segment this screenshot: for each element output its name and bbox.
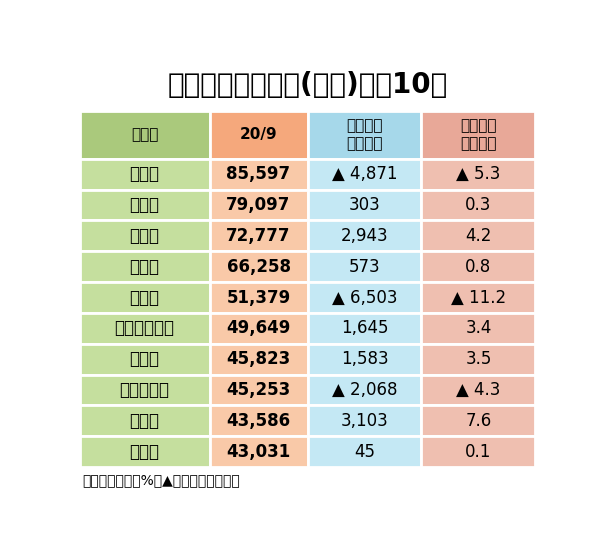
Text: ▲ 6,503: ▲ 6,503 [332,289,397,306]
FancyBboxPatch shape [308,406,421,436]
FancyBboxPatch shape [308,111,421,159]
FancyBboxPatch shape [421,251,535,282]
FancyBboxPatch shape [209,282,308,313]
FancyBboxPatch shape [421,282,535,313]
Text: 前年同期
比増減率: 前年同期 比増減率 [460,118,497,152]
Text: 0.3: 0.3 [465,196,491,214]
FancyBboxPatch shape [209,111,308,159]
Text: 72,777: 72,777 [226,227,291,245]
FancyBboxPatch shape [421,344,535,375]
Text: 43,031: 43,031 [226,442,290,461]
Text: 79,097: 79,097 [226,196,290,214]
FancyBboxPatch shape [421,220,535,251]
Text: 3.5: 3.5 [465,350,491,368]
FancyBboxPatch shape [308,282,421,313]
Text: 静　岡: 静 岡 [130,227,160,245]
Text: 関西みらい: 関西みらい [119,381,170,399]
FancyBboxPatch shape [308,344,421,375]
FancyBboxPatch shape [80,436,209,467]
FancyBboxPatch shape [421,313,535,344]
Text: 20/9: 20/9 [239,127,277,142]
Text: 0.1: 0.1 [465,442,491,461]
FancyBboxPatch shape [209,344,308,375]
Text: 1,645: 1,645 [341,320,388,337]
Text: 千　葉: 千 葉 [130,196,160,214]
FancyBboxPatch shape [209,313,308,344]
Text: 303: 303 [349,196,380,214]
Text: 伊　予: 伊 予 [130,412,160,430]
Text: 福　岡: 福 岡 [130,258,160,276]
FancyBboxPatch shape [80,344,209,375]
FancyBboxPatch shape [209,251,308,282]
FancyBboxPatch shape [209,375,308,406]
FancyBboxPatch shape [421,406,535,436]
Text: 573: 573 [349,258,380,276]
FancyBboxPatch shape [421,436,535,467]
Text: 前年同期
比増減額: 前年同期 比増減額 [346,118,383,152]
FancyBboxPatch shape [80,220,209,251]
Text: ▲ 11.2: ▲ 11.2 [451,289,506,306]
FancyBboxPatch shape [209,406,308,436]
Text: 常　陽: 常 陽 [130,289,160,306]
FancyBboxPatch shape [80,282,209,313]
FancyBboxPatch shape [421,111,535,159]
Text: 2,943: 2,943 [341,227,388,245]
FancyBboxPatch shape [80,111,209,159]
FancyBboxPatch shape [421,159,535,190]
Text: ▲ 5.3: ▲ 5.3 [456,165,500,183]
Text: 45,823: 45,823 [226,350,290,368]
Text: ▲ 4.3: ▲ 4.3 [456,381,500,399]
FancyBboxPatch shape [308,313,421,344]
Text: 85,597: 85,597 [226,165,290,183]
FancyBboxPatch shape [308,375,421,406]
FancyBboxPatch shape [209,159,308,190]
Text: 横　浜: 横 浜 [130,165,160,183]
Text: 単位：百万円、%。▲はマイナス、低下: 単位：百万円、%。▲はマイナス、低下 [82,473,240,487]
Text: ▲ 4,871: ▲ 4,871 [332,165,397,183]
FancyBboxPatch shape [421,375,535,406]
Text: 3,103: 3,103 [341,412,388,430]
Text: 群　馬: 群 馬 [130,442,160,461]
Text: 43,586: 43,586 [226,412,290,430]
Text: ▲ 2,068: ▲ 2,068 [332,381,397,399]
FancyBboxPatch shape [80,406,209,436]
Text: 地銀の業務粗利益(単体)上位10行: 地銀の業務粗利益(単体)上位10行 [167,71,448,99]
FancyBboxPatch shape [209,220,308,251]
Text: 66,258: 66,258 [227,258,290,276]
FancyBboxPatch shape [308,220,421,251]
FancyBboxPatch shape [308,159,421,190]
Text: 広　島: 広 島 [130,350,160,368]
Text: 0.8: 0.8 [465,258,491,276]
Text: 7.6: 7.6 [465,412,491,430]
FancyBboxPatch shape [80,190,209,220]
FancyBboxPatch shape [80,251,209,282]
FancyBboxPatch shape [308,190,421,220]
FancyBboxPatch shape [80,313,209,344]
FancyBboxPatch shape [308,436,421,467]
Text: 3.4: 3.4 [465,320,491,337]
FancyBboxPatch shape [80,159,209,190]
FancyBboxPatch shape [421,190,535,220]
Text: 1,583: 1,583 [341,350,388,368]
FancyBboxPatch shape [80,375,209,406]
Text: 45,253: 45,253 [226,381,290,399]
Text: 銀行名: 銀行名 [131,127,158,142]
Text: 4.2: 4.2 [465,227,491,245]
FancyBboxPatch shape [209,190,308,220]
Text: 49,649: 49,649 [226,320,290,337]
Text: 西日本シティ: 西日本シティ [115,320,175,337]
FancyBboxPatch shape [308,251,421,282]
FancyBboxPatch shape [209,436,308,467]
Text: 45: 45 [354,442,375,461]
Text: 51,379: 51,379 [226,289,290,306]
